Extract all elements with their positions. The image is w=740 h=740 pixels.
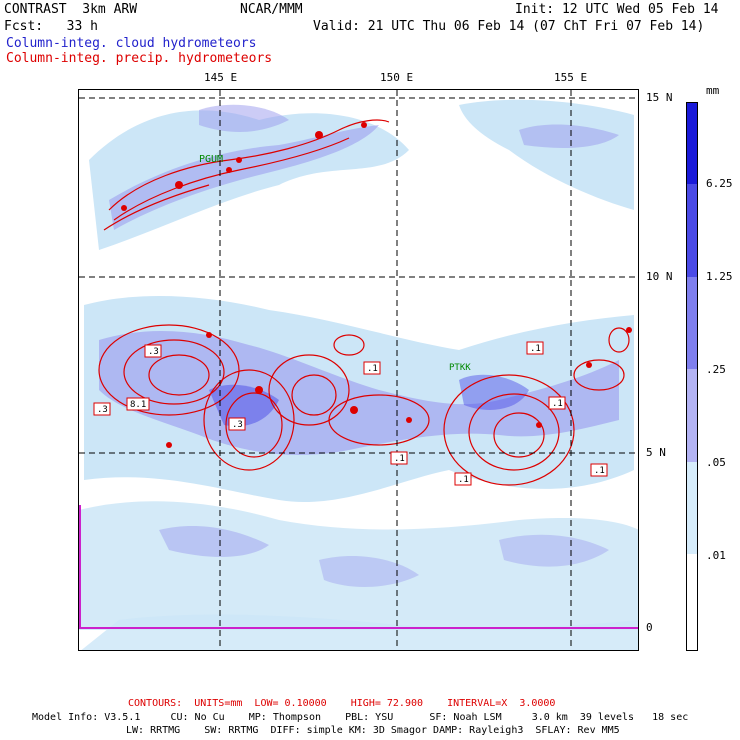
map-plot: PGUM PTKK .3 .3 8.1 .3 .1 .1 .1 .1 .1 .1 xyxy=(78,89,639,651)
lat-label: 5 N xyxy=(646,446,666,459)
contour-label: .1 xyxy=(594,466,605,476)
lat-label: 10 N xyxy=(646,270,673,283)
valid-time: Valid: 21 UTC Thu 06 Feb 14 (07 ChT Fri … xyxy=(313,19,705,34)
station-label: PGUM xyxy=(199,154,223,165)
forecast-hour: Fcst: 33 h xyxy=(4,19,98,34)
contour-label: .3 xyxy=(97,405,108,415)
colorbar xyxy=(686,102,698,651)
colorbar-swatch xyxy=(687,462,697,554)
colorbar-swatch xyxy=(687,369,697,462)
lat-label: 0 xyxy=(646,621,653,634)
organization: NCAR/MMM xyxy=(240,2,303,17)
precip-cores xyxy=(121,122,632,448)
colorbar-label: .01 xyxy=(706,549,726,562)
legend-cloud: Column-integ. cloud hydrometeors xyxy=(6,36,257,51)
colorbar-label: 1.25 xyxy=(706,270,733,283)
lon-label: 155 E xyxy=(554,71,588,84)
precip-contours xyxy=(98,119,630,486)
colorbar-label: 6.25 xyxy=(706,177,733,190)
lat-lon-grid xyxy=(79,90,638,650)
contour-label: 8.1 xyxy=(130,400,146,410)
colorbar-swatch xyxy=(687,103,697,184)
lon-label: 150 E xyxy=(380,71,414,84)
map-canvas: PGUM PTKK .3 .3 8.1 .3 .1 .1 .1 .1 .1 .1 xyxy=(79,90,638,650)
colorbar-unit: mm xyxy=(706,84,720,97)
station-label: PTKK xyxy=(449,363,471,373)
contour-label: .1 xyxy=(530,344,541,354)
colorbar-swatch xyxy=(687,277,697,369)
colorbar-label: .25 xyxy=(706,363,726,376)
lon-label: 145 E xyxy=(204,71,238,84)
contour-label: .3 xyxy=(232,420,243,430)
model-title: CONTRAST 3km ARW xyxy=(4,2,138,17)
colorbar-label: .05 xyxy=(706,456,726,469)
init-time: Init: 12 UTC Wed 05 Feb 14 xyxy=(515,2,719,17)
contour-label: .1 xyxy=(458,475,469,485)
colorbar-swatch xyxy=(687,184,697,277)
contour-label-boxes: .3 .3 8.1 .3 .1 .1 .1 .1 .1 .1 xyxy=(93,341,608,486)
contours-info: CONTOURS: UNITS=mm LOW= 0.10000 HIGH= 72… xyxy=(128,698,556,709)
legend-precip: Column-integ. precip. hydrometeors xyxy=(6,51,273,66)
contour-label: .1 xyxy=(552,399,563,409)
model-info-line1: Model Info: V3.5.1 CU: No Cu MP: Thompso… xyxy=(32,712,689,723)
contour-label: .3 xyxy=(148,347,159,357)
cloud-field xyxy=(79,99,638,650)
model-info-line2: LW: RRTMG SW: RRTMG DIFF: simple KM: 3D … xyxy=(126,725,620,736)
colorbar-swatch xyxy=(687,554,697,650)
contour-label: .1 xyxy=(367,364,378,374)
contour-label: .1 xyxy=(394,454,405,464)
lat-label: 15 N xyxy=(646,91,673,104)
